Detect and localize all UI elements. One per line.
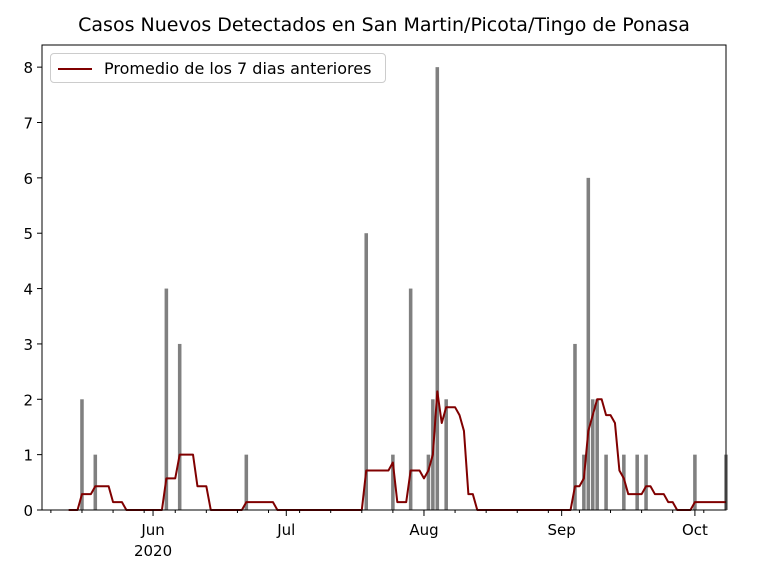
bar-day-122 (582, 454, 586, 510)
x-tick-label: Jul (276, 521, 295, 539)
legend-line-swatch (58, 68, 92, 70)
axes-layer (41, 44, 727, 511)
y-tick-label: 5 (23, 225, 33, 243)
bar-day-136 (644, 454, 648, 510)
average-line-layer (68, 390, 726, 511)
x-tick-label: Jun (140, 521, 164, 539)
chart-title: Casos Nuevos Detectados en San Martin/Pi… (78, 14, 690, 36)
bar-day-123 (586, 177, 591, 510)
bar-day-12 (93, 454, 98, 510)
plot-frame (41, 44, 727, 511)
y-tick-label: 0 (23, 502, 33, 520)
x-tick-sublabel: 2020 (134, 542, 172, 560)
y-tick-label: 6 (23, 170, 33, 188)
bar-day-89 (435, 67, 440, 511)
y-tick-label: 1 (23, 447, 33, 465)
y-tick-label: 3 (23, 336, 33, 354)
x-axis: Jun 2020 Jul Aug Sep Oct (50, 510, 708, 560)
bar-day-120 (573, 343, 577, 510)
bar-day-28 (164, 288, 169, 510)
average-line (68, 390, 726, 511)
bar-day-127 (604, 454, 608, 510)
bar-day-79 (391, 454, 395, 510)
y-tick-label: 7 (23, 115, 33, 133)
x-tick-label: Sep (548, 521, 576, 539)
x-tick-label: Oct (682, 521, 708, 539)
bars-layer (80, 67, 728, 511)
bar-day-31 (177, 343, 182, 510)
legend-label: Promedio de los 7 dias anteriores (104, 59, 372, 78)
bar-day-131 (622, 454, 626, 510)
legend: Promedio de los 7 dias anteriores (50, 53, 386, 83)
bar-day-9 (80, 399, 84, 510)
bar-day-125 (595, 399, 599, 510)
bar-day-73 (364, 233, 369, 510)
bar-day-91 (444, 399, 448, 510)
y-axis: 0 1 2 3 4 5 6 7 8 (23, 59, 42, 520)
bar-day-134 (635, 454, 639, 510)
bar-day-87 (426, 454, 431, 510)
y-tick-label: 2 (23, 391, 33, 409)
bar-day-46 (244, 454, 249, 510)
y-tick-label: 4 (23, 281, 33, 299)
x-tick-label: Aug (409, 521, 438, 539)
bar-day-83 (408, 288, 413, 510)
y-tick-label: 8 (23, 59, 33, 77)
bar-day-124 (590, 399, 595, 510)
bar-day-147 (693, 454, 697, 510)
